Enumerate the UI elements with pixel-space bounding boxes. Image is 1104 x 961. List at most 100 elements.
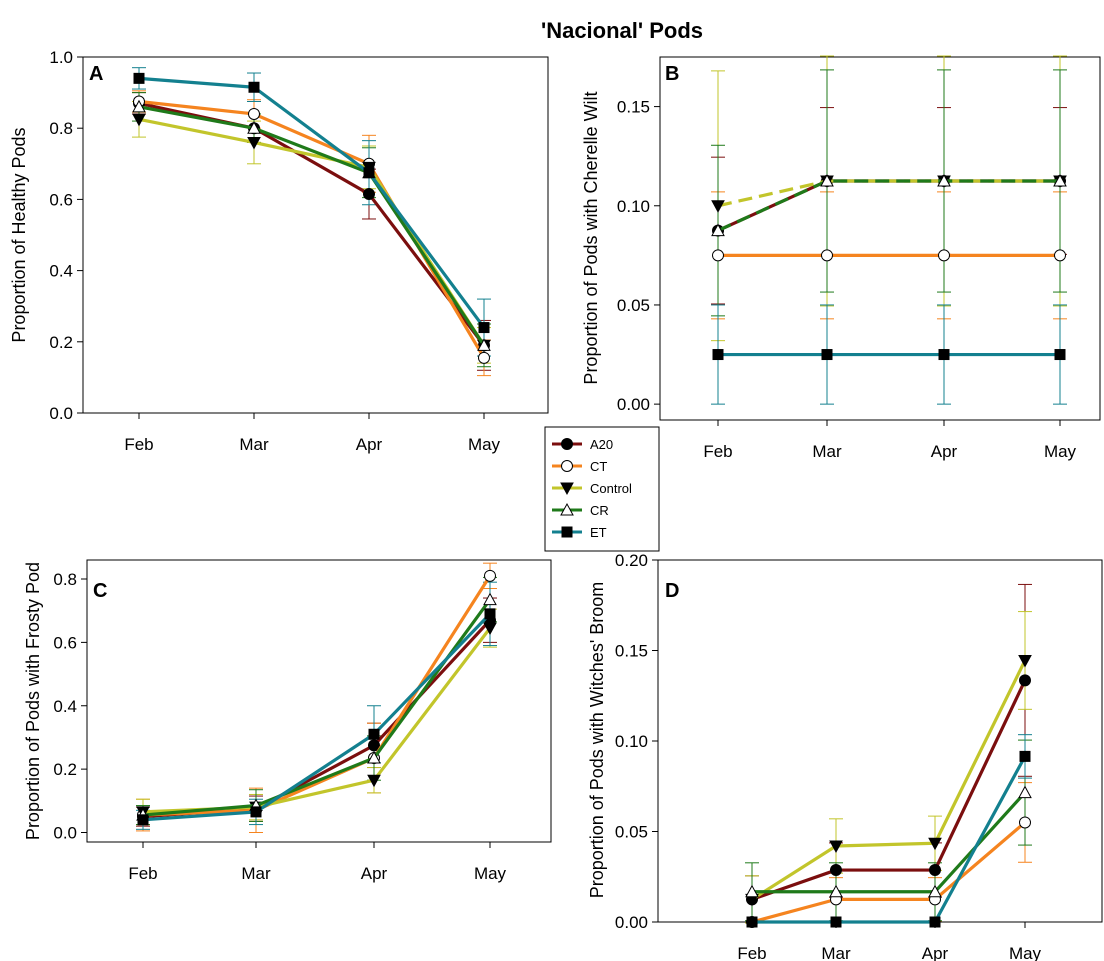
series-et: [746, 750, 1031, 928]
series-line: [138, 117, 486, 347]
series-a20: [712, 174, 1066, 237]
x-tick-label: Apr: [922, 944, 949, 961]
data-point: [133, 72, 145, 84]
data-point: [1054, 349, 1066, 361]
x-tick-label: Apr: [361, 864, 388, 883]
legend-entry-et: ET: [552, 525, 607, 540]
data-point: [711, 223, 725, 237]
y-axis-label: Proportion of Pods with Frosty Pod: [23, 562, 43, 840]
panels: 0.0 0.2 0.4 0.6 0.8 1.0 Feb Mar Apr May A Proportio…: [9, 48, 1103, 961]
data-point: [368, 739, 380, 752]
data-point: [484, 569, 496, 582]
y-tick-label: 0.15: [615, 642, 648, 661]
series-line: [142, 619, 492, 819]
series-cr: [711, 173, 1067, 237]
panel-b: 0.00 0.05 0.10 0.15 Feb Mar Apr May B Proportion …: [581, 55, 1101, 461]
data-point: [938, 249, 950, 262]
panel-letter: B: [665, 63, 679, 85]
data-point: [929, 916, 941, 928]
data-point: [1018, 785, 1032, 799]
data-point: [478, 322, 490, 334]
plot-frame: [657, 559, 1103, 923]
legend-marker: [561, 460, 573, 472]
series-control: [745, 654, 1032, 907]
panel-c: 0.0 0.2 0.4 0.6 0.8 Feb Mar Apr May C Proportion o…: [23, 559, 552, 883]
legend-label: ET: [590, 525, 607, 540]
series-line: [138, 76, 486, 329]
error-bars-control: [711, 55, 1067, 342]
panel-letter: D: [665, 580, 679, 602]
y-tick-label: 0.2: [49, 333, 73, 352]
data-point: [712, 249, 724, 262]
data-point: [928, 837, 942, 851]
data-point: [132, 113, 146, 127]
legend-entry-a20: A20: [552, 437, 613, 452]
y-tick-label: 0.10: [615, 732, 648, 751]
y-tick-label: 0.00: [617, 395, 650, 414]
data-point: [483, 622, 497, 636]
series-line: [752, 755, 1027, 924]
y-tick-label: 0.6: [53, 633, 77, 652]
y-tick-label: 0.0: [53, 823, 77, 842]
data-point: [1018, 654, 1032, 668]
y-tick-label: 0.10: [617, 197, 650, 216]
legend-marker: [561, 526, 573, 538]
data-point: [711, 200, 725, 213]
legend: A20 CT Control CR ET: [544, 426, 660, 552]
plot-frame: [86, 559, 552, 843]
data-point: [820, 173, 834, 187]
legend-label: CT: [590, 459, 607, 474]
data-point: [248, 81, 260, 93]
x-tick-label: Apr: [356, 435, 383, 454]
x-tick-label: Mar: [812, 442, 842, 461]
data-point: [368, 728, 380, 740]
data-point: [247, 136, 261, 150]
panel-a: 0.0 0.2 0.4 0.6 0.8 1.0 Feb Mar Apr May A Proportio…: [9, 48, 549, 454]
panel-d: 0.00 0.05 0.10 0.15 0.20 Feb Mar Apr May D Proport…: [587, 551, 1103, 961]
data-point: [484, 608, 496, 620]
series-et: [133, 72, 490, 334]
series-ct: [133, 95, 490, 364]
legend-marker: [560, 502, 574, 516]
data-point: [830, 916, 842, 928]
series-line: [752, 791, 1027, 894]
error-bars-et: [132, 67, 491, 357]
series-line: [717, 179, 1060, 208]
data-point: [137, 814, 149, 826]
data-point: [821, 349, 833, 361]
x-tick-label: Feb: [703, 442, 732, 461]
data-point: [928, 884, 942, 898]
y-tick-label: 0.15: [617, 98, 650, 117]
plot-frame: [659, 56, 1101, 421]
data-point: [1053, 173, 1067, 187]
data-point: [1019, 674, 1031, 687]
y-tick-label: 0.8: [49, 119, 73, 138]
series-line: [142, 598, 492, 817]
error-bars-a20: [132, 92, 491, 371]
x-tick-label: Apr: [931, 442, 958, 461]
data-point: [938, 349, 950, 361]
figure-title: 'Nacional' Pods: [541, 18, 703, 43]
error-bars-a20: [711, 107, 1067, 305]
series-line: [142, 612, 492, 822]
x-tick-label: Feb: [128, 864, 157, 883]
data-point: [363, 167, 375, 179]
plot-frame: [82, 56, 549, 414]
y-tick-label: 0.0: [49, 404, 73, 423]
legend-label: CR: [590, 503, 609, 518]
y-axis-label: Proportion of Healthy Pods: [9, 127, 29, 342]
data-point: [1019, 816, 1031, 829]
data-point: [132, 99, 146, 113]
error-bars-ct: [132, 90, 491, 377]
data-point: [483, 592, 497, 606]
legend-label: Control: [590, 481, 632, 496]
data-point: [929, 864, 941, 877]
legend-entry-control: Control: [552, 481, 632, 496]
series-line: [138, 105, 486, 347]
y-tick-label: 0.8: [53, 570, 77, 589]
x-tick-label: Mar: [239, 435, 269, 454]
y-tick-label: 0.6: [49, 190, 73, 209]
legend-label: A20: [590, 437, 613, 452]
series-ct: [712, 249, 1066, 262]
series-cr: [136, 592, 497, 821]
